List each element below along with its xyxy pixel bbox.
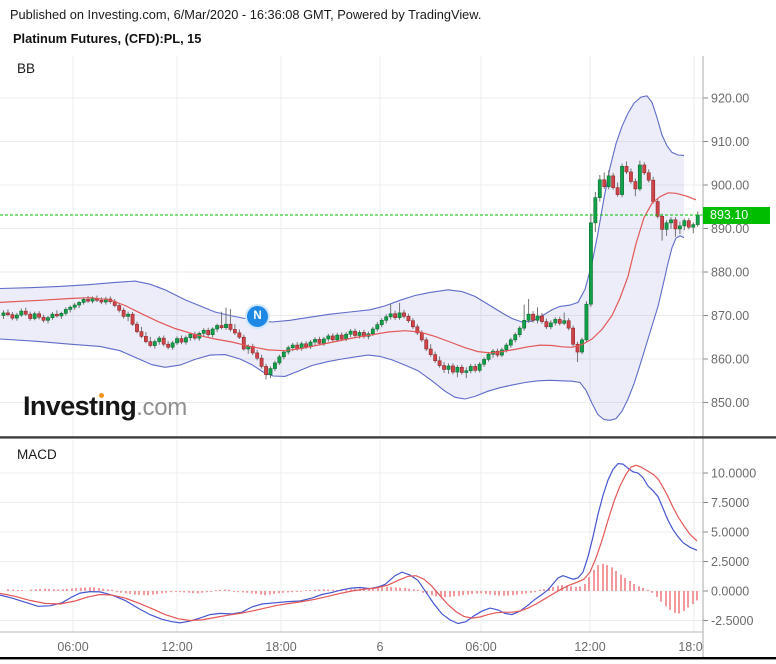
svg-text:12:00: 12:00: [574, 640, 605, 654]
bb-indicator-label: BB: [17, 61, 36, 76]
macd-signal-line: [0, 464, 698, 622]
last-price-badge: 893.10: [703, 207, 770, 224]
investing-watermark-logo: Investı ng.com: [23, 391, 187, 422]
svg-text:7.5000: 7.5000: [711, 496, 749, 510]
macd-indicator-label: MACD: [17, 447, 57, 462]
time-axis[interactable]: 06:00 12:00 18:00 6 06:00 12:00 18:00: [57, 640, 709, 654]
svg-text:920.00: 920.00: [711, 92, 749, 106]
main-pane: [0, 95, 703, 421]
bb-upper-band: [0, 95, 685, 323]
price-axis[interactable]: 920.00 910.00 900.00 890.00 880.00 870.00 860.…: [703, 92, 749, 411]
svg-text:860.00: 860.00: [711, 353, 749, 367]
svg-text:5.0000: 5.0000: [711, 526, 749, 540]
logo-text: Investı ng: [23, 391, 137, 421]
svg-text:06:00: 06:00: [465, 640, 496, 654]
svg-text:0.0000: 0.0000: [711, 585, 749, 599]
svg-text:900.00: 900.00: [711, 179, 749, 193]
svg-text:06:00: 06:00: [57, 640, 88, 654]
news-marker-icon[interactable]: N: [245, 304, 270, 329]
svg-text:-2.5000: -2.5000: [711, 614, 753, 628]
logo-orange-dot-icon: [98, 392, 104, 398]
bb-fill: [0, 95, 684, 421]
svg-text:18:00: 18:00: [265, 640, 296, 654]
macd-panel: [0, 462, 698, 625]
bb-middle-sma: [0, 192, 697, 354]
svg-text:10.0000: 10.0000: [711, 467, 756, 481]
svg-text:910.00: 910.00: [711, 135, 749, 149]
pane-divider: [0, 436, 776, 439]
svg-text:850.00: 850.00: [711, 396, 749, 410]
bottom-bar: [0, 657, 776, 660]
svg-text:880.00: 880.00: [711, 266, 749, 280]
published-header: Published on Investing.com, 6/Mar/2020 -…: [10, 7, 482, 22]
svg-text:890.00: 890.00: [711, 222, 749, 236]
svg-text:18:00: 18:00: [678, 640, 709, 654]
macd-line: [0, 462, 698, 625]
instrument-title: Platinum Futures, (CFD):PL, 15: [13, 31, 202, 46]
macd-histogram: [7, 563, 698, 614]
logo-suffix: .com: [136, 394, 187, 421]
svg-text:12:00: 12:00: [161, 640, 192, 654]
svg-text:870.00: 870.00: [711, 309, 749, 323]
svg-text:6: 6: [377, 640, 384, 654]
bb-lower-band: [0, 235, 685, 421]
macd-axis[interactable]: 10.0000 7.5000 5.0000 2.5000 0.0000 -2.5000: [703, 467, 756, 629]
svg-text:2.5000: 2.5000: [711, 555, 749, 569]
